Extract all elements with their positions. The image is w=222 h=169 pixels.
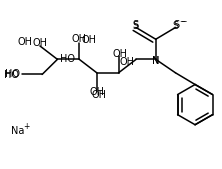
Text: HO: HO (60, 54, 75, 64)
Text: OH: OH (91, 90, 106, 100)
Text: Na: Na (11, 126, 25, 136)
Text: HO: HO (4, 70, 19, 80)
Text: OH: OH (112, 49, 127, 59)
Text: OH: OH (17, 37, 32, 47)
Text: S: S (173, 20, 179, 30)
Text: OH: OH (32, 38, 48, 48)
Text: OH: OH (72, 34, 87, 44)
Text: OH: OH (120, 57, 135, 67)
Text: OH: OH (81, 35, 96, 45)
Text: −: − (180, 17, 186, 26)
Text: OH: OH (89, 87, 104, 97)
Text: S: S (132, 20, 138, 30)
Text: HO: HO (5, 69, 20, 79)
Text: +: + (24, 122, 30, 131)
Text: S: S (173, 20, 180, 30)
Text: N: N (152, 56, 159, 66)
Text: N: N (152, 56, 159, 66)
Text: −: − (179, 19, 185, 25)
Text: S: S (132, 20, 138, 30)
